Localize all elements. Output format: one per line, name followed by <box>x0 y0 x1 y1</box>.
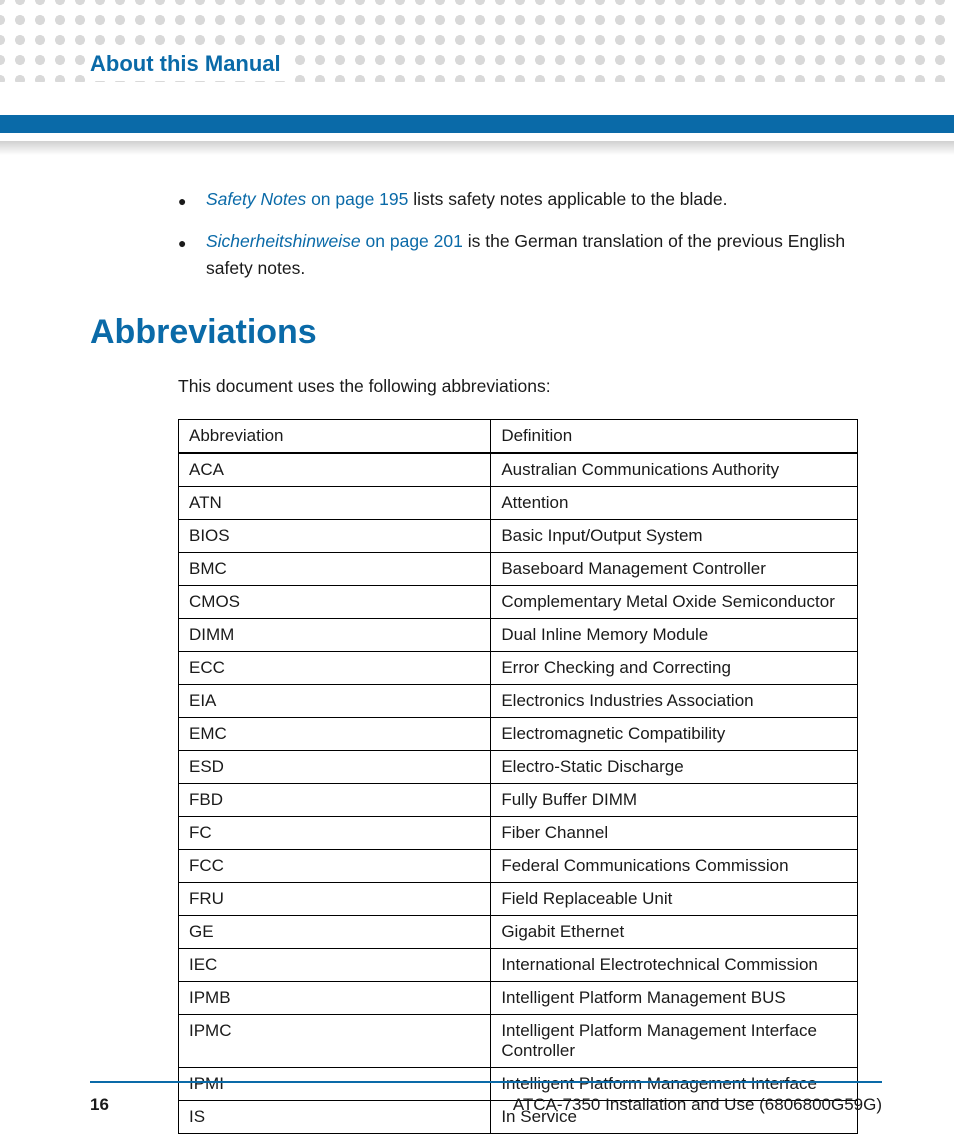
table-cell: Error Checking and Correcting <box>491 651 858 684</box>
table-row: FRUField Replaceable Unit <box>179 882 858 915</box>
list-item-text: Safety Notes on page 195 lists safety no… <box>206 186 727 212</box>
table-cell: Dual Inline Memory Module <box>491 618 858 651</box>
table-cell: Gigabit Ethernet <box>491 915 858 948</box>
table-cell: IPMB <box>179 981 491 1014</box>
table-row: IPMCIntelligent Platform Management Inte… <box>179 1014 858 1067</box>
list-item: ● Safety Notes on page 195 lists safety … <box>178 186 882 212</box>
table-cell: Attention <box>491 486 858 519</box>
cross-ref-link[interactable]: Sicherheitshinweise <box>206 231 361 251</box>
section-heading-abbreviations: Abbreviations <box>90 313 882 352</box>
table-cell: BMC <box>179 552 491 585</box>
table-cell: DIMM <box>179 618 491 651</box>
table-row: CMOSComplementary Metal Oxide Semiconduc… <box>179 585 858 618</box>
table-cell: Baseboard Management Controller <box>491 552 858 585</box>
table-cell: FC <box>179 816 491 849</box>
page-footer: 16 ATCA-7350 Installation and Use (68068… <box>90 1095 882 1115</box>
table-cell: EIA <box>179 684 491 717</box>
bullet-icon: ● <box>178 228 188 281</box>
list-item-tail: lists safety notes applicable to the bla… <box>408 189 727 209</box>
cross-ref-link[interactable]: Safety Notes <box>206 189 306 209</box>
table-cell: Australian Communications Authority <box>491 453 858 487</box>
table-cell: FBD <box>179 783 491 816</box>
table-cell: Fiber Channel <box>491 816 858 849</box>
table-cell: CMOS <box>179 585 491 618</box>
table-header-cell: Abbreviation <box>179 419 491 453</box>
table-row: ACAAustralian Communications Authority <box>179 453 858 487</box>
table-row: ESDElectro-Static Discharge <box>179 750 858 783</box>
table-header-row: Abbreviation Definition <box>179 419 858 453</box>
table-cell: ESD <box>179 750 491 783</box>
abbreviations-table: Abbreviation Definition ACAAustralian Co… <box>178 419 858 1134</box>
page-header-title: About this Manual <box>90 47 295 81</box>
table-cell: Intelligent Platform Management BUS <box>491 981 858 1014</box>
table-row: BIOSBasic Input/Output System <box>179 519 858 552</box>
table-row: IPMBIntelligent Platform Management BUS <box>179 981 858 1014</box>
table-cell: Federal Communications Commission <box>491 849 858 882</box>
table-row: FCFiber Channel <box>179 816 858 849</box>
section-intro: This document uses the following abbrevi… <box>178 376 882 397</box>
table-cell: Fully Buffer DIMM <box>491 783 858 816</box>
table-cell: IPMC <box>179 1014 491 1067</box>
table-row: EMCElectromagnetic Compatibility <box>179 717 858 750</box>
table-cell: Intelligent Platform Management Interfac… <box>491 1014 858 1067</box>
table-cell: ACA <box>179 453 491 487</box>
page-content: ● Safety Notes on page 195 lists safety … <box>90 186 882 1134</box>
table-cell: Complementary Metal Oxide Semiconductor <box>491 585 858 618</box>
table-row: FBDFully Buffer DIMM <box>179 783 858 816</box>
table-header-cell: Definition <box>491 419 858 453</box>
footer-rule <box>90 1081 882 1083</box>
table-cell: Electronics Industries Association <box>491 684 858 717</box>
table-cell: Electromagnetic Compatibility <box>491 717 858 750</box>
table-cell: BIOS <box>179 519 491 552</box>
table-row: BMCBaseboard Management Controller <box>179 552 858 585</box>
table-cell: FCC <box>179 849 491 882</box>
cross-ref-page[interactable]: on page 201 <box>361 231 463 251</box>
bullet-icon: ● <box>178 186 188 212</box>
table-cell: Basic Input/Output System <box>491 519 858 552</box>
table-cell: GE <box>179 915 491 948</box>
header-blue-bar <box>0 115 954 133</box>
table-row: EIAElectronics Industries Association <box>179 684 858 717</box>
list-item-text: Sicherheitshinweise on page 201 is the G… <box>206 228 882 281</box>
table-row: ECCError Checking and Correcting <box>179 651 858 684</box>
table-row: DIMMDual Inline Memory Module <box>179 618 858 651</box>
table-cell: FRU <box>179 882 491 915</box>
list-item: ● Sicherheitshinweise on page 201 is the… <box>178 228 882 281</box>
table-cell: ATN <box>179 486 491 519</box>
cross-ref-page[interactable]: on page 195 <box>306 189 408 209</box>
bullet-list: ● Safety Notes on page 195 lists safety … <box>178 186 882 281</box>
table-row: IECInternational Electrotechnical Commis… <box>179 948 858 981</box>
table-row: GEGigabit Ethernet <box>179 915 858 948</box>
table-cell: ECC <box>179 651 491 684</box>
table-cell: Field Replaceable Unit <box>491 882 858 915</box>
table-cell: Electro-Static Discharge <box>491 750 858 783</box>
page-number: 16 <box>90 1095 109 1115</box>
table-row: FCCFederal Communications Commission <box>179 849 858 882</box>
table-cell: IEC <box>179 948 491 981</box>
footer-doc-title: ATCA-7350 Installation and Use (6806800G… <box>513 1095 882 1115</box>
table-row: ATNAttention <box>179 486 858 519</box>
table-cell: EMC <box>179 717 491 750</box>
table-cell: International Electrotechnical Commissio… <box>491 948 858 981</box>
header-gradient <box>0 141 954 155</box>
